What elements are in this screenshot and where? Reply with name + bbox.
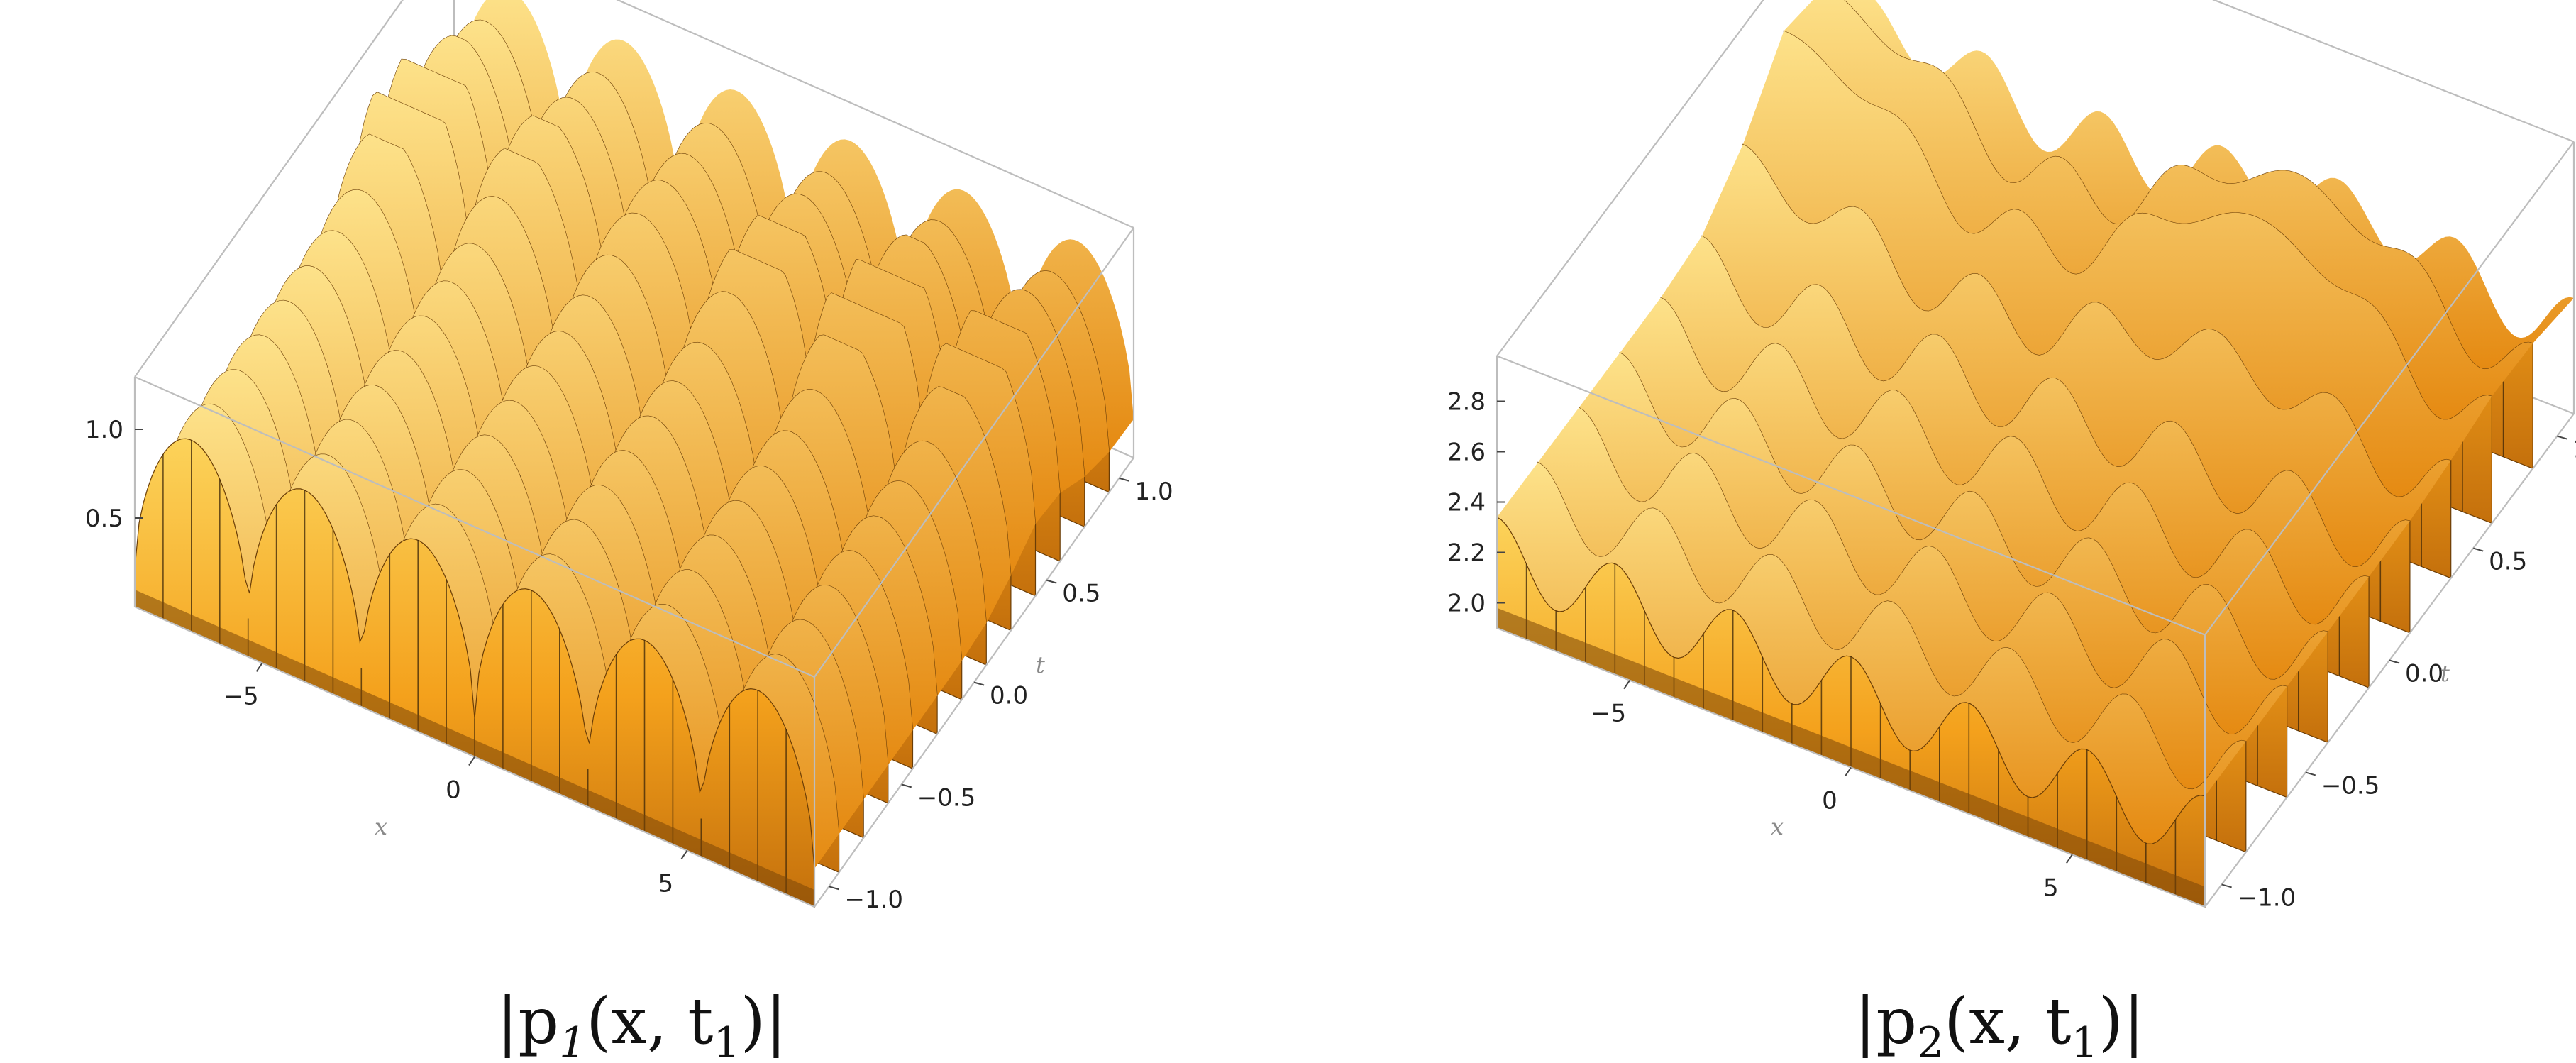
- z-tick-label: 1.0: [85, 416, 123, 444]
- z-tick-label: 2.4: [1447, 489, 1486, 517]
- x-tick-mark: [2066, 854, 2073, 864]
- x-tick-label: 0: [446, 776, 461, 805]
- x-axis-label: x: [1771, 813, 1784, 840]
- surface-strip-top: [1701, 144, 2451, 567]
- surface-plot-p2: 2.0 2.2 2.4 2.6 2.8 −5 0 5 −1.0 −0.5 0.0 0.5 1.0 x…: [1447, 0, 2576, 1063]
- t-tick-mark: [973, 681, 985, 686]
- surface-p1: [134, 0, 1134, 908]
- x-tick-label: −5: [1591, 700, 1626, 728]
- t-tick-mark: [1119, 477, 1129, 482]
- t-tick-mark: [901, 783, 912, 788]
- x-tick-label: 5: [2043, 874, 2059, 902]
- t-tick-mark: [2221, 883, 2232, 888]
- t-tick-label: 0.0: [990, 682, 1028, 710]
- x-tick-label: 0: [1822, 787, 1837, 815]
- surface-strip-top: [135, 404, 839, 869]
- z-tick-label: 0.5: [85, 505, 123, 533]
- surface-strip-top: [1742, 31, 2492, 497]
- x-tick-mark: [1623, 680, 1630, 690]
- t-tick-mark: [2557, 435, 2567, 440]
- caption-p1: |p1(x, t1)|: [497, 984, 787, 1063]
- t-tick-mark: [2305, 771, 2316, 776]
- t-tick-label: −1.0: [844, 886, 903, 914]
- surface-strip-top: [1784, 0, 2533, 420]
- x-axis-ticks: −5 0 5: [223, 662, 688, 898]
- t-axis-ticks: −1.0 −0.5 0.0 0.5 1.0: [2221, 435, 2576, 912]
- box-edge: [1496, 355, 2206, 636]
- x-axis-ticks: −5 0 5: [1591, 680, 2073, 902]
- z-tick-label: 2.8: [1447, 388, 1486, 417]
- box-edge: [1496, 0, 1764, 357]
- surface-strip-top: [1844, 0, 2574, 370]
- t-tick-label: 0.5: [2489, 548, 2527, 576]
- caption-p2: |p2(x, t1)|: [1854, 984, 2145, 1063]
- surface-strip-top: [306, 134, 1011, 624]
- t-axis-label: t: [2440, 660, 2450, 687]
- surface-shadow: [135, 590, 814, 907]
- box-edge: [2212, 0, 2575, 143]
- t-tick-label: 0.0: [2405, 660, 2443, 688]
- box-edge: [616, 0, 1134, 229]
- t-tick-label: 1.0: [2572, 436, 2576, 464]
- surface-strip-top: [1620, 297, 2370, 680]
- t-tick-mark: [2472, 547, 2484, 552]
- surface-strip-top: [331, 92, 1036, 576]
- surface-strip-top: [1579, 353, 2328, 734]
- surface-p2: [1496, 0, 2574, 908]
- box-edge: [134, 0, 404, 378]
- t-tick-mark: [829, 886, 839, 891]
- t-tick-mark: [1046, 579, 1057, 584]
- t-tick-label: −0.5: [2321, 771, 2380, 800]
- x-tick-mark: [1845, 766, 1852, 777]
- z-tick-label: 2.2: [1447, 539, 1486, 568]
- x-tick-mark: [680, 850, 688, 860]
- t-tick-label: 0.5: [1062, 580, 1100, 608]
- z-tick-label: 2.6: [1447, 439, 1486, 467]
- z-axis-ticks: 0.5 1.0: [85, 416, 143, 533]
- z-axis-ticks: 2.0 2.2 2.4 2.6 2.8: [1447, 388, 1505, 618]
- surface-strip-top: [355, 59, 1061, 524]
- surface-strip-top: [1661, 236, 2410, 625]
- x-axis-label: x: [375, 813, 387, 840]
- x-tick-mark: [255, 662, 263, 672]
- box-edge: [2204, 141, 2575, 636]
- x-tick-label: 5: [658, 870, 674, 898]
- surface-strip-top: [1497, 462, 2246, 844]
- x-tick-mark: [468, 756, 475, 766]
- z-tick-label: 2.0: [1447, 590, 1486, 618]
- box-edge: [134, 375, 815, 678]
- t-tick-mark: [2389, 659, 2400, 664]
- t-axis-label: t: [1036, 651, 1045, 678]
- t-tick-label: −0.5: [917, 783, 976, 812]
- box-edge: [814, 227, 1134, 678]
- surface-strip-top: [1537, 407, 2287, 790]
- t-tick-label: 1.0: [1135, 478, 1173, 506]
- t-axis-ticks: −1.0 −0.5 0.0 0.5 1.0: [829, 478, 1173, 914]
- x-tick-label: −5: [223, 682, 259, 710]
- surface-plot-p1: 0.5 1.0 −5 0 5 −1.0 −0.5 0.0 0.5 1.0 x t |p1(x,…: [85, 0, 1173, 1063]
- t-tick-label: −1.0: [2238, 883, 2296, 912]
- surface-shadow: [1497, 607, 2205, 907]
